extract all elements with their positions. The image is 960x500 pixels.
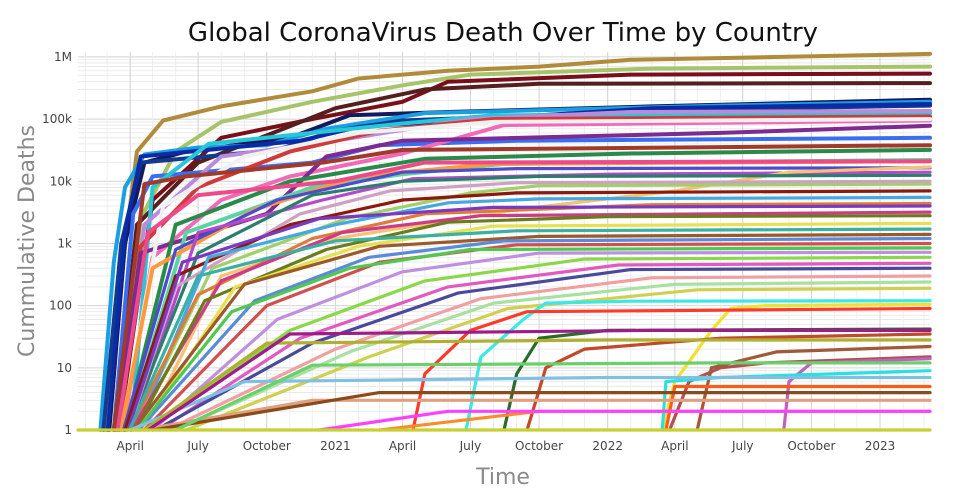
series-line [130,210,932,432]
series-line [174,361,932,432]
y-tick-label: 1M [54,50,72,64]
y-tick-label: 10 [57,361,72,375]
chart-title: Global CoronaVirus Death Over Time by Co… [188,18,818,48]
y-tick-label: 1k [57,236,72,250]
series-line [502,327,932,432]
series-line [174,280,932,432]
series-line [119,117,932,432]
series-line [121,166,932,432]
series-line [782,357,932,432]
x-tick-label: July [731,439,754,453]
x-tick-label: April [117,439,144,453]
x-tick-label: October [243,439,291,453]
series-line [667,355,932,432]
series-line [136,236,932,432]
series-line [525,332,932,432]
series-line [128,201,932,432]
series-line [139,398,932,432]
series-line [157,261,932,432]
series-line [151,250,932,432]
series-line [135,246,932,432]
x-tick-label: April [389,439,416,453]
x-tick-label: July [459,439,482,453]
series-line [139,221,932,432]
x-tick-label: October [787,439,835,453]
series-line [127,227,932,432]
x-tick-label: July [186,439,209,453]
series-line [154,266,932,432]
series-line [664,384,932,432]
y-tick-label: 10k [50,174,72,188]
y-axis-ticks: 1 10 100 1k 10k 100k 1M [42,50,72,437]
series-line [115,159,932,432]
series-line [117,114,932,432]
series-line [142,338,932,432]
series-line [129,170,932,432]
x-axis-ticks: April July October 2021 April July October 2022… [117,439,896,453]
series-line [117,71,932,432]
series-line [123,189,932,432]
series-line [113,123,932,432]
series-line [112,81,932,432]
series-line [105,102,932,432]
y-axis-title: Cummulative Deaths [15,125,40,357]
x-tick-label: April [661,439,688,453]
y-tick-label: 100k [42,112,72,126]
series-line [146,328,932,432]
x-tick-label: October [515,439,563,453]
y-tick-label: 100 [49,299,72,313]
x-tick-label: 2022 [592,439,623,453]
series-line [146,255,932,432]
series-line [133,214,932,432]
series-line [125,173,932,432]
series-line [126,204,932,432]
series-line [377,409,932,432]
x-tick-label: 2021 [320,439,351,453]
series-line [129,111,932,432]
series-line [660,369,932,432]
series-line [151,391,932,432]
y-tick-label: 1 [64,423,72,437]
x-axis-title: Time [475,465,530,490]
x-tick-label: 2023 [865,439,896,453]
series-line [128,375,932,432]
series-line [317,409,932,432]
series-layer [76,51,932,432]
series-line [165,274,932,432]
series-line [131,232,932,432]
series-line [111,143,932,432]
series-line [119,159,932,432]
